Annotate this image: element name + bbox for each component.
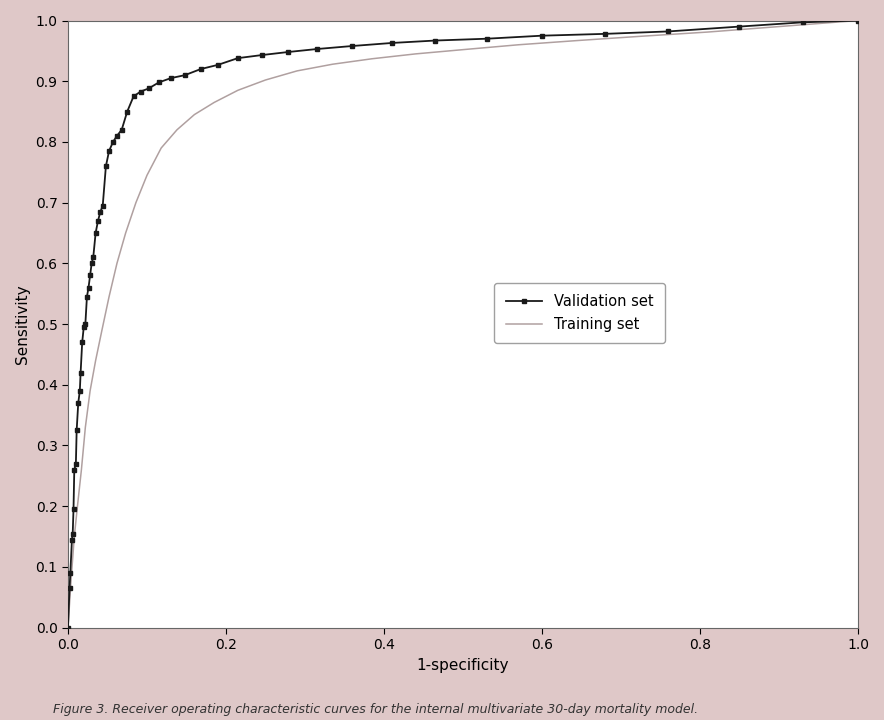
Text: Figure 3. Receiver operating characteristic curves for the internal multivariate: Figure 3. Receiver operating characteris… — [53, 703, 698, 716]
X-axis label: 1-specificity: 1-specificity — [416, 657, 509, 672]
Legend: Validation set, Training set: Validation set, Training set — [494, 283, 665, 343]
Y-axis label: Sensitivity: Sensitivity — [15, 284, 30, 364]
